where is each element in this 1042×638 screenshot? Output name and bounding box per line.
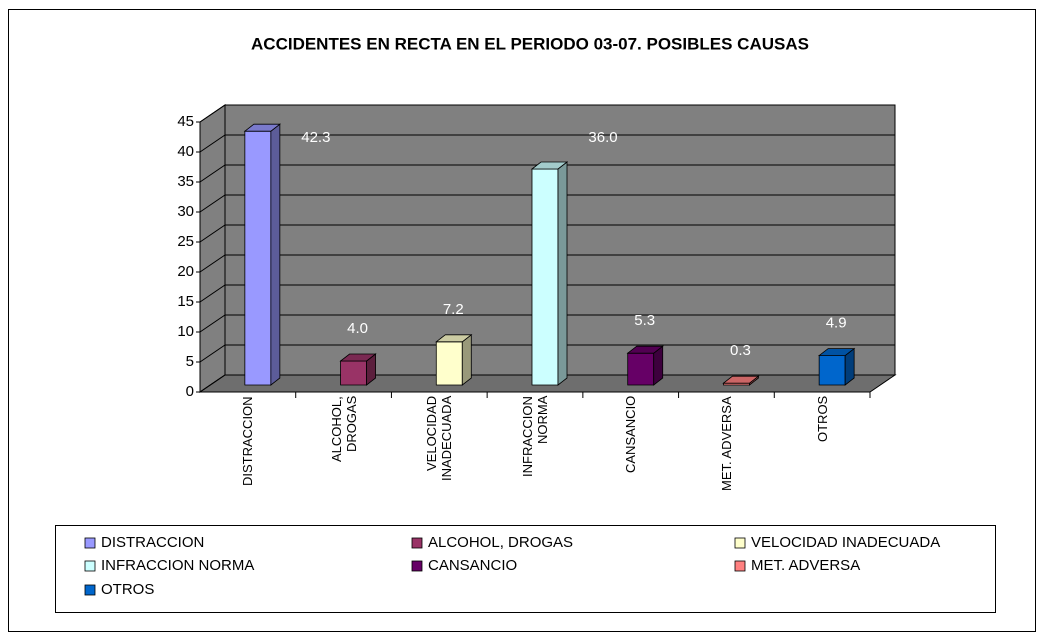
y-tick-label: 20 — [177, 263, 194, 280]
legend-label: VELOCIDAD INADECUADA — [751, 534, 940, 551]
y-tick-label: 30 — [177, 203, 194, 220]
legend-swatch — [411, 537, 423, 549]
legend-label: CANSANCIO — [428, 557, 517, 574]
x-tick-text: INFRACCION NORMA — [520, 396, 550, 477]
y-tick-label: 40 — [177, 143, 194, 160]
x-tick-label: ALCOHOL, DROGAS — [304, 396, 384, 512]
x-tick-label: CANSANCIO — [591, 396, 671, 512]
bar — [435, 333, 473, 386]
bar-top — [243, 123, 282, 132]
x-tick-label: MET. ADVERSA — [686, 396, 766, 512]
x-tick-text: MET. ADVERSA — [718, 396, 734, 491]
bar — [530, 161, 569, 386]
bar-top — [626, 345, 664, 354]
bar — [817, 347, 856, 386]
legend-label: INFRACCION NORMA — [101, 557, 254, 574]
grid-line — [199, 194, 895, 213]
legend-label: DISTRACCION — [101, 534, 204, 551]
legend-swatch — [84, 560, 96, 572]
x-tick-text: DISTRACCION — [240, 396, 256, 486]
grid-line — [199, 284, 895, 303]
legend-swatch — [84, 584, 96, 596]
bar — [339, 353, 377, 386]
data-label: 42.3 — [301, 129, 330, 146]
x-tick-label: DISTRACCION — [208, 396, 288, 512]
data-label: 5.3 — [634, 312, 655, 329]
data-label: 36.0 — [588, 129, 617, 146]
bar-side — [461, 333, 472, 386]
grid-line — [199, 134, 895, 153]
bar-top — [435, 334, 473, 343]
data-label: 7.2 — [443, 301, 464, 318]
bar-top — [817, 348, 856, 357]
data-label: 4.9 — [826, 315, 847, 332]
y-tick-label: 25 — [177, 233, 194, 250]
x-tick-text: CANSANCIO — [623, 396, 639, 474]
y-tick-label: 15 — [177, 293, 194, 310]
grid-line — [199, 164, 895, 183]
legend-swatch — [411, 560, 423, 572]
y-tick-label: 10 — [177, 323, 194, 340]
legend-label: OTROS — [101, 581, 154, 598]
side-wall — [199, 104, 226, 393]
bar — [722, 375, 760, 386]
y-tick-label: 0 — [186, 383, 194, 400]
legend-box — [55, 525, 996, 613]
bar-front — [244, 130, 272, 386]
bar-front — [435, 341, 463, 386]
bar-front — [818, 355, 846, 386]
legend-label: MET. ADVERSA — [751, 557, 860, 574]
x-tick-label: VELOCIDAD INADECUADA — [399, 396, 479, 512]
legend-swatch — [734, 537, 746, 549]
x-tick-text: OTROS — [814, 396, 830, 443]
data-label: 0.3 — [730, 342, 751, 359]
bar-front — [627, 352, 655, 386]
grid-line — [199, 344, 895, 363]
y-tick-label: 45 — [177, 113, 194, 130]
data-label: 4.0 — [347, 320, 368, 337]
x-tick-label: OTROS — [782, 396, 862, 512]
x-tick-label: INFRACCION NORMA — [495, 396, 575, 512]
y-tick-label: 5 — [186, 353, 194, 370]
grid-line — [199, 104, 895, 123]
chart-title: ACCIDENTES EN RECTA EN EL PERIODO 03-07.… — [251, 34, 809, 53]
bar-side — [270, 123, 281, 386]
bar-front — [340, 360, 367, 386]
y-tick-label: 35 — [177, 173, 194, 190]
bar-top — [722, 375, 760, 384]
grid-line — [199, 374, 895, 393]
legend-swatch — [734, 560, 746, 572]
grid-line — [199, 224, 895, 243]
legend-swatch — [84, 537, 96, 549]
bar-front — [531, 168, 559, 386]
bar-top — [339, 353, 377, 362]
bar-side — [557, 161, 568, 386]
x-tick-text: ALCOHOL, DROGAS — [328, 396, 359, 462]
grid-line — [199, 314, 895, 333]
x-tick-text: VELOCIDAD INADECUADA — [424, 396, 455, 482]
bar — [626, 345, 664, 386]
bar-top — [530, 161, 569, 170]
legend-label: ALCOHOL, DROGAS — [428, 534, 573, 551]
bar — [243, 123, 282, 386]
grid-line — [199, 254, 895, 273]
